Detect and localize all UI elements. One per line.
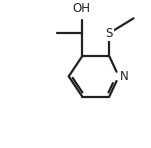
Text: N: N [120,70,129,83]
Text: OH: OH [72,2,90,15]
Text: S: S [106,27,113,40]
